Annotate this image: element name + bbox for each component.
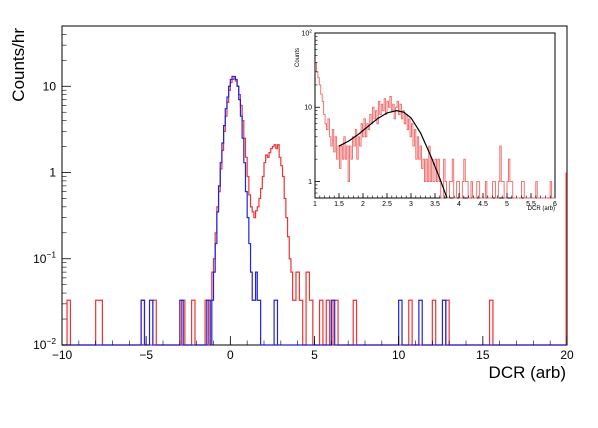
main-y-tick-label: 10 [43, 79, 57, 93]
inset-x-tick-label: 1 [313, 201, 317, 208]
inset-x-tick-label: 2 [361, 201, 365, 208]
main-x-tick-label: 5 [311, 348, 318, 362]
inset-x-tick-label: 3 [409, 201, 413, 208]
main-x-tick-label: −5 [139, 348, 153, 362]
main-y-tick-label: 1 [49, 166, 56, 180]
inset-x-tick-label: 4.5 [478, 201, 488, 208]
inset-x-tick-label: 2.5 [382, 201, 392, 208]
inset-y-tick-label: 102 [301, 28, 312, 37]
inset-y-axis-label: Counts [295, 48, 301, 67]
main-x-axis: −10 −5 0 5 10 15 20 [52, 336, 574, 362]
main-y-axis-label: Counts/hr [9, 28, 28, 102]
inset-fit-curve [338, 110, 448, 199]
main-y-tick-label: 10−1 [33, 250, 56, 266]
inset-x-tick-label: 4 [457, 201, 461, 208]
inset-y-tick-label: 10 [304, 105, 312, 112]
main-histograms [62, 75, 567, 346]
inset-x-tick-label: 5.5 [526, 201, 536, 208]
main-x-tick-label: 15 [476, 348, 490, 362]
main-series-2 [62, 75, 567, 346]
inset-x-tick-label: 1.5 [334, 201, 344, 208]
inset-y-tick-label: 1 [308, 179, 312, 186]
inset-series-1 [315, 62, 555, 199]
main-y-tick-label: 10−2 [33, 336, 56, 352]
main-x-axis-label: DCR (arb) [489, 363, 566, 382]
inset-x-tick-label: 6 [553, 201, 557, 208]
inset-plot: 1 1.5 2 2.5 3 3.5 4 4.5 5 5.5 6 1 10 102 DCR (arb) C… [295, 28, 557, 212]
main-y-axis: 10−2 10−1 1 10 [33, 25, 71, 352]
main-x-tick-label: 0 [227, 348, 234, 362]
inset-x-axis-label: DCR (arb) [528, 206, 555, 212]
main-x-tick-label: −10 [52, 348, 73, 362]
inset-y-axis: 1 10 102 [301, 28, 320, 199]
inset-x-tick-label: 3.5 [430, 201, 440, 208]
inset-x-axis: 1 1.5 2 2.5 3 3.5 4 4.5 5 5.5 6 [313, 193, 557, 208]
main-x-tick-label: 10 [392, 348, 406, 362]
inset-histogram [315, 62, 555, 199]
inset-x-tick-label: 5 [505, 201, 509, 208]
main-x-tick-label: 20 [560, 348, 574, 362]
